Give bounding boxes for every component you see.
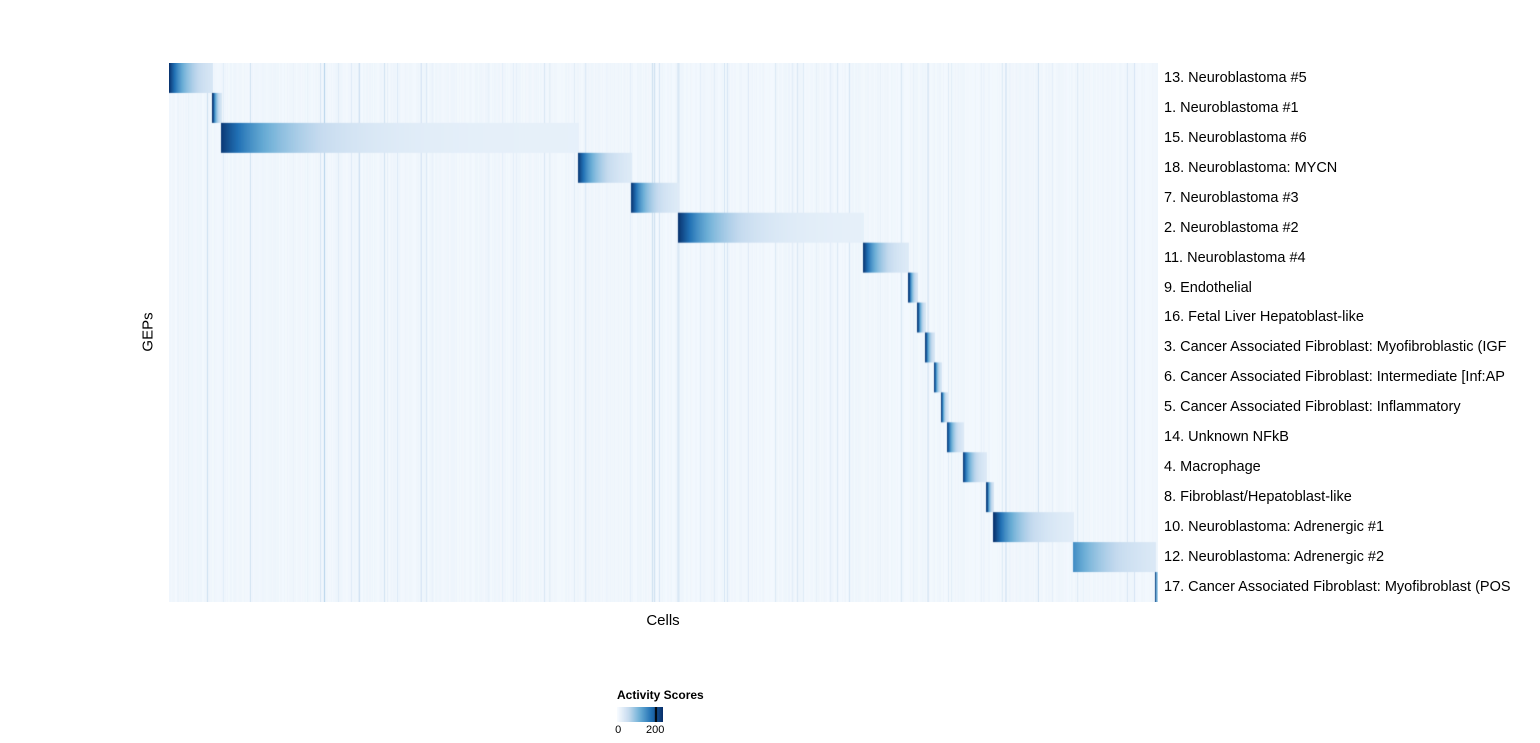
row-label: 4. Macrophage (1164, 459, 1261, 476)
row-label: 11. Neuroblastoma #4 (1164, 249, 1306, 266)
row-label: 13. Neuroblastoma #5 (1164, 69, 1307, 86)
colorbar-legend: Activity Scores 0 200 (615, 688, 737, 736)
row-label: 12. Neuroblastoma: Adrenergic #2 (1164, 548, 1385, 565)
legend-tick-min-label: 0 (615, 724, 622, 736)
row-label: 2. Neuroblastoma #2 (1164, 219, 1299, 236)
row-label: 14. Unknown NFkB (1164, 429, 1289, 446)
legend-title: Activity Scores (617, 688, 704, 702)
row-label: 18. Neuroblastoma: MYCN (1164, 159, 1338, 176)
heatmap-canvas (169, 63, 1158, 602)
row-label: 17. Cancer Associated Fibroblast: Myofib… (1164, 578, 1511, 595)
row-label: 8. Fibroblast/Hepatoblast-like (1164, 489, 1352, 506)
row-label: 1. Neuroblastoma #1 (1164, 99, 1299, 116)
row-label: 6. Cancer Associated Fibroblast: Interme… (1164, 369, 1505, 386)
colorbar-gradient (617, 707, 663, 722)
row-label: 7. Neuroblastoma #3 (1164, 189, 1299, 206)
legend-ticks: 0 200 (615, 722, 665, 736)
row-labels: 13. Neuroblastoma #5 1. Neuroblastoma #1 1… (1164, 63, 1540, 602)
row-label: 15. Neuroblastoma #6 (1164, 129, 1307, 146)
row-label: 3. Cancer Associated Fibroblast: Myofibr… (1164, 339, 1507, 356)
x-axis-label: Cells (646, 612, 680, 629)
row-label: 10. Neuroblastoma: Adrenergic #1 (1164, 519, 1385, 536)
row-label: 9. Endothelial (1164, 279, 1252, 296)
legend-tick-max-label: 200 (645, 724, 665, 736)
y-axis-label: GEPs (139, 312, 157, 352)
row-label: 16. Fetal Liver Hepatoblast-like (1164, 309, 1364, 326)
row-label: 5. Cancer Associated Fibroblast: Inflamm… (1164, 399, 1461, 416)
